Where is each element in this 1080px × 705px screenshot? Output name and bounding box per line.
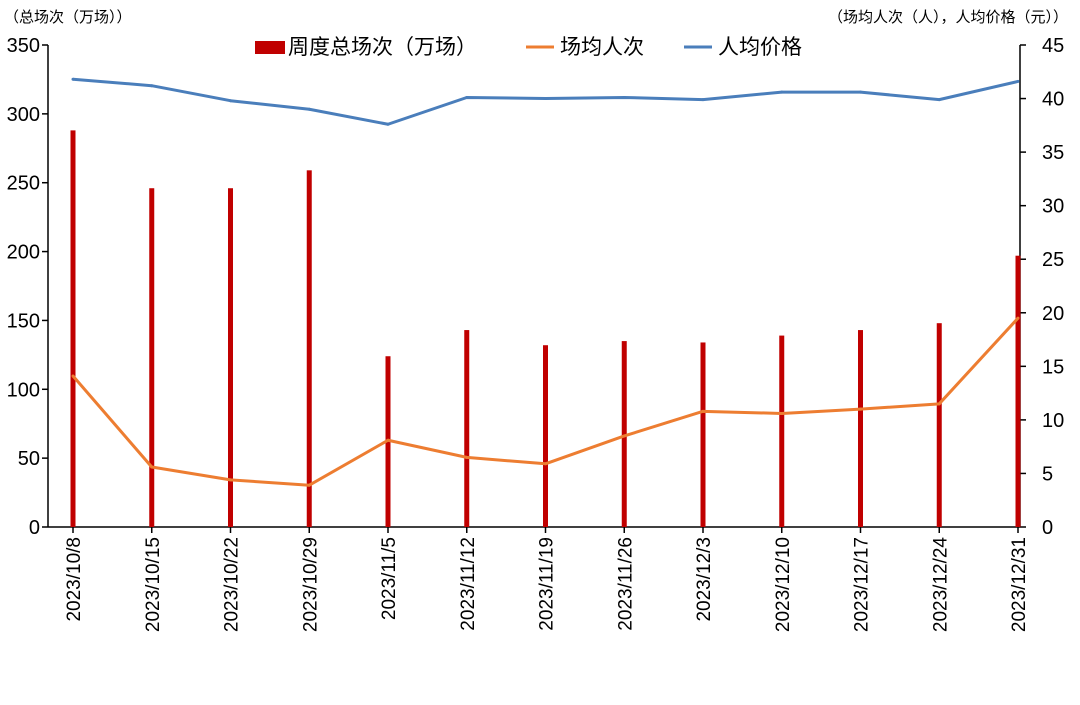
- line-per-show-point: [780, 411, 784, 415]
- x-axis-tick-label: 2023/12/3: [694, 537, 715, 622]
- right-axis-unit-label: （场均人次（人），人均价格（元））: [828, 8, 1068, 26]
- x-axis-tick-label: 2023/10/22: [222, 537, 243, 632]
- bar-total-shows: [779, 335, 785, 527]
- bar-total-shows: [543, 345, 548, 527]
- legend-label-per-show: 场均人次: [560, 35, 644, 59]
- line-avg-price-point: [229, 99, 232, 103]
- line-per-show-point: [307, 483, 311, 487]
- line-avg-price-point: [386, 122, 390, 126]
- x-axis-tick-label: 2023/11/5: [379, 537, 400, 620]
- right-axis-tick-label: 0: [1042, 517, 1053, 539]
- x-axis: 2023/10/8 2023/10/15 2023/10/22 2023/10/29 2…: [48, 526, 1030, 633]
- line-per-show-point: [150, 465, 154, 469]
- bar-total-shows: [1015, 255, 1021, 527]
- left-axis-tick-label: 350: [7, 35, 40, 57]
- line-avg-price-point: [780, 90, 784, 94]
- right-axis-tick-label: 15: [1042, 356, 1064, 378]
- x-axis-tick-label: 2023/10/15: [143, 537, 164, 632]
- line-per-show-point: [386, 438, 390, 442]
- right-axis-tick-label: 30: [1042, 196, 1064, 218]
- line-per-show-point: [1016, 316, 1020, 320]
- line-per-show-point: [937, 402, 941, 406]
- line-avg-price-point: [307, 107, 311, 111]
- left-axis-tick-label: 300: [7, 104, 40, 126]
- x-axis-tick-label: 2023/12/24: [930, 537, 951, 633]
- left-axis-tick-label: 50: [18, 448, 40, 470]
- x-axis-tick-label: 2023/12/31: [1009, 537, 1030, 632]
- line-per-show-point: [701, 409, 705, 413]
- x-axis-tick-label: 2023/12/17: [852, 537, 873, 632]
- x-axis-tick-label: 2023/11/12: [458, 537, 479, 631]
- x-axis-tick-label: 2023/11/19: [537, 537, 558, 631]
- bar-total-shows: [621, 341, 627, 527]
- line-per-show-point: [544, 462, 547, 466]
- right-axis-tick-label: 20: [1042, 303, 1064, 325]
- x-axis-tick-label: 2023/12/10: [773, 537, 794, 632]
- right-axis-tick-label: 45: [1042, 35, 1064, 57]
- right-axis: 0 5 10 15 20 25 30 35 40 45: [1019, 35, 1064, 539]
- bar-total-shows: [858, 330, 863, 527]
- line-per-show-point: [465, 455, 469, 459]
- x-axis-tick-label: 2023/10/8: [64, 537, 85, 622]
- right-axis-tick-label: 25: [1042, 249, 1064, 271]
- bar-total-shows: [228, 188, 233, 528]
- legend-bar-swatch: [255, 41, 285, 54]
- line-avg-price-point: [150, 84, 154, 88]
- left-axis-tick-label: 200: [7, 242, 40, 264]
- left-axis-tick-label: 150: [7, 310, 40, 332]
- x-axis-tick-label: 2023/10/29: [300, 537, 321, 632]
- bar-total-shows: [936, 323, 942, 527]
- bar-total-shows: [700, 342, 706, 527]
- left-axis: 0 50 100 150 200 250 300 350: [7, 35, 49, 539]
- x-axis-tick-label: 2023/11/26: [615, 537, 636, 631]
- legend: 周度总场次（万场） 场均人次 人均价格: [255, 35, 802, 59]
- line-avg-price-point: [701, 98, 705, 102]
- left-axis-tick-label: 100: [7, 379, 40, 401]
- line-per-show-point: [229, 478, 232, 482]
- line-series-group: [71, 77, 1020, 487]
- line-per-show-point: [859, 407, 862, 411]
- line-avg-price-point: [71, 77, 75, 81]
- right-axis-tick-label: 5: [1042, 463, 1053, 485]
- legend-label-avg-price: 人均价格: [718, 35, 802, 59]
- line-avg-price-point: [937, 98, 941, 102]
- bar-total-shows: [306, 170, 312, 527]
- line-per-show-point: [622, 434, 626, 438]
- right-axis-tick-label: 40: [1042, 89, 1064, 111]
- left-axis-unit-label: （总场次（万场））: [4, 8, 132, 26]
- bar-total-shows: [70, 130, 76, 527]
- bar-series-total-shows: [70, 130, 1021, 528]
- bar-total-shows: [464, 330, 470, 527]
- left-axis-tick-label: 0: [29, 517, 40, 539]
- legend-label-total-shows: 周度总场次（万场）: [288, 35, 477, 59]
- right-axis-tick-label: 35: [1042, 142, 1064, 164]
- right-axis-tick-label: 10: [1042, 410, 1064, 432]
- line-avg-price-point: [465, 95, 469, 99]
- left-axis-tick-label: 250: [7, 173, 40, 195]
- line-avg-price-point: [859, 90, 862, 94]
- line-avg-price-point: [1016, 79, 1020, 83]
- line-avg-price-point: [544, 97, 547, 101]
- line-per-show-point: [71, 374, 75, 378]
- line-avg-price: [72, 77, 1019, 126]
- bar-total-shows: [149, 188, 155, 528]
- line-avg-price-point: [622, 95, 626, 99]
